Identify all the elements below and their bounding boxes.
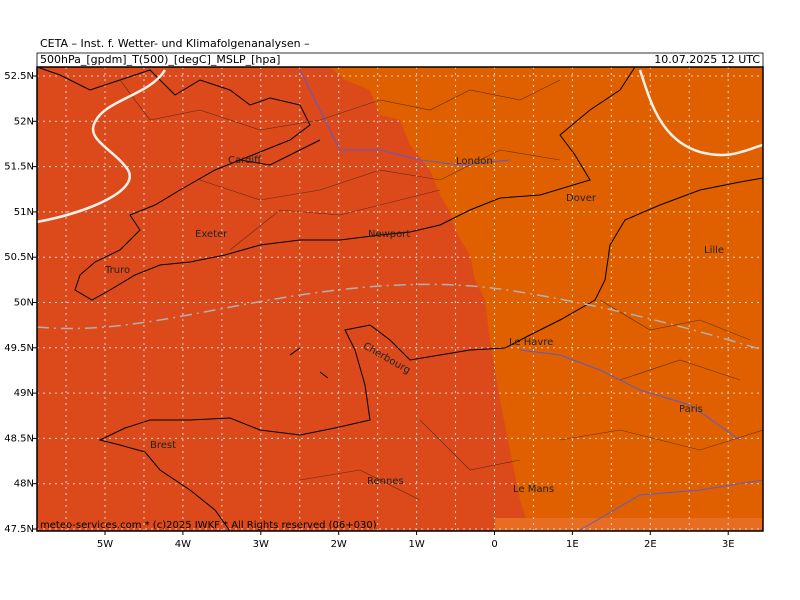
place-label: Exeter xyxy=(195,229,228,240)
lon-label: 1E xyxy=(566,539,579,550)
borders xyxy=(119,79,764,501)
place-label: London xyxy=(456,156,493,167)
cool-field xyxy=(37,67,530,531)
lat-label: 48.5N xyxy=(4,433,34,444)
datetime-label: 10.07.2025 12 UTC xyxy=(654,53,760,66)
place-label: Le Havre xyxy=(509,337,553,348)
lat-label: 47.5N xyxy=(4,524,34,535)
product-label: 500hPa_[gpdm]_T(500)_[degC]_MSLP_[hpa] xyxy=(40,53,280,66)
field-strip xyxy=(495,518,763,531)
lat-label: 51.5N xyxy=(4,162,34,173)
lat-label: 51N xyxy=(14,207,34,218)
place-label: Brest xyxy=(150,440,176,451)
lon-label: 2W xyxy=(331,539,347,550)
place-label: Cardiff xyxy=(228,155,262,166)
lat-label: 50N xyxy=(14,298,34,309)
lat-label: 49N xyxy=(14,388,34,399)
lat-label: 48N xyxy=(14,479,34,490)
footer-credit: meteo-services.com * (c)2025 IWKF * All … xyxy=(40,520,377,531)
lat-label: 49.5N xyxy=(4,343,34,354)
lon-label: 1W xyxy=(408,539,424,550)
place-label: Paris xyxy=(679,404,703,415)
lon-label: 3E xyxy=(722,539,735,550)
place-label: Rennes xyxy=(367,476,404,487)
coastlines xyxy=(36,66,764,532)
rivers xyxy=(299,69,764,531)
place-label: Dover xyxy=(566,193,597,204)
place-label: Truro xyxy=(104,265,130,276)
lat-label: 52N xyxy=(14,116,34,127)
place-label: Lille xyxy=(704,245,724,256)
lon-label: 5W xyxy=(97,539,113,550)
place-label: Newport xyxy=(368,229,410,240)
lon-label: 0 xyxy=(491,539,497,550)
lon-label: 3W xyxy=(253,539,269,550)
axis-labels: 52.5N 52N 51.5N 51N 50.5N 50N 49.5N 49N 48.5N 48N… xyxy=(4,71,734,550)
lon-label: 2E xyxy=(644,539,657,550)
contours xyxy=(36,69,764,351)
map-field xyxy=(37,67,763,531)
map-frame xyxy=(36,66,764,532)
lat-label: 50.5N xyxy=(4,252,34,263)
lon-label: 4W xyxy=(175,539,191,550)
header-title: CETA – Inst. f. Wetter- und Klimafolgena… xyxy=(40,37,310,50)
place-label: Le Mans xyxy=(513,484,554,495)
grid xyxy=(37,67,763,531)
lat-label: 52.5N xyxy=(4,71,34,82)
